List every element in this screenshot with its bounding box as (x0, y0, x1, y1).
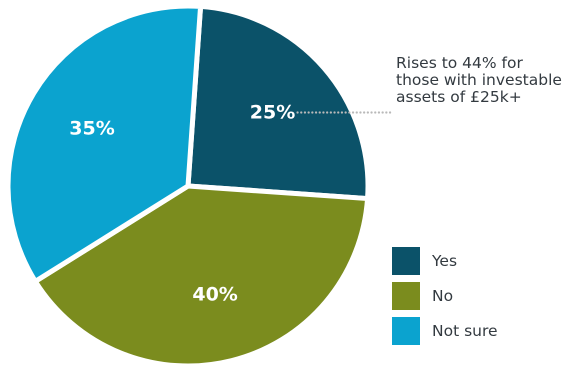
legend-swatch-no (392, 281, 420, 310)
annotation-text: Rises to 44% for those with investable a… (396, 55, 576, 106)
annotation-line-1: Rises to 44% for (396, 54, 523, 72)
slice-label-yes: 25% (250, 102, 295, 124)
legend-item-yes: Yes (392, 243, 498, 278)
legend-item-no: No (392, 278, 498, 313)
pie-slices (5, 3, 371, 365)
legend-label-no: No (432, 286, 454, 305)
legend-label-yes: Yes (432, 251, 458, 270)
legend-item-not-sure: Not sure (392, 313, 498, 348)
pie-slice-yes (185, 3, 371, 202)
annotation-line-3: assets of £25k+ (396, 88, 522, 106)
legend-swatch-yes (392, 246, 420, 275)
slice-label-no: 40% (192, 284, 237, 306)
legend-label-not-sure: Not sure (432, 321, 498, 340)
legend: Yes No Not sure (392, 243, 498, 348)
annotation-line-2: those with investable (396, 71, 562, 89)
slice-label-not-sure: 35% (69, 117, 114, 139)
legend-swatch-not-sure (392, 316, 420, 345)
pie-slice-not-sure (5, 3, 204, 284)
slice-labels: 25% 40% 35% (69, 102, 295, 306)
